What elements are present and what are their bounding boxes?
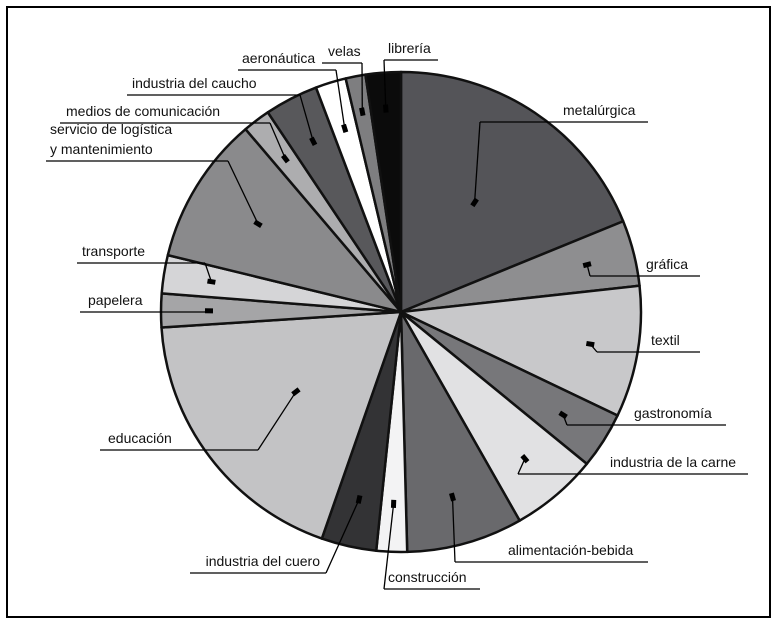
slice-alimentacion-bebida [399, 310, 521, 554]
leader-educacion [257, 391, 297, 451]
leader-medios-de-comunicacion [269, 122, 286, 159]
label-industria-del-cuero: industria del cuero [206, 553, 321, 569]
label-medios-de-comunicacion: medios de comunicación [66, 103, 220, 119]
leader-grafica [586, 264, 591, 277]
leader-industria-del-cuero [325, 499, 360, 574]
leader-libreria [383, 59, 387, 109]
leader-alimentacion-bebida [451, 496, 456, 563]
label-industria-de-la-carne: industria de la carne [610, 454, 736, 470]
leader-gastronomia [562, 414, 568, 426]
label-educacion: educación [108, 430, 172, 446]
slice-educacion [160, 310, 403, 540]
pie-slices [159, 70, 643, 554]
leader-industria-del-caucho [299, 94, 314, 142]
leader-textil [589, 343, 598, 353]
slice-libreria [364, 70, 403, 314]
label-papelera: papelera [88, 292, 143, 308]
label-metalurgica: metalúrgica [563, 102, 636, 118]
label-grafica: gráfica [646, 256, 688, 272]
label-gastronomia: gastronomía [634, 405, 712, 421]
label-construccion: construcción [388, 569, 467, 585]
label-alimentacion-bebida: alimentación-bebida [508, 542, 634, 558]
leader-servicio-de-logistica-y-mantenimiento [227, 160, 259, 225]
label-libreria: librería [388, 40, 431, 56]
label-servicio-de-logistica-y-mantenimiento-line-1: servicio de logística [50, 121, 172, 137]
leader-construccion [383, 503, 395, 590]
leader-lines [46, 59, 748, 590]
leader-aeronautica [335, 69, 346, 129]
leader-transporte [204, 262, 213, 282]
label-textil: textil [651, 332, 680, 348]
label-industria-del-caucho: industria del caucho [132, 75, 257, 91]
slice-servicio-de-logistica-y-mantenimiento [166, 127, 403, 314]
leader-metalurgica [473, 121, 481, 203]
label-velas: velas [328, 43, 361, 59]
leader-papelera [204, 310, 210, 313]
label-transporte: transporte [82, 243, 145, 259]
slice-metalurgica [399, 70, 625, 314]
slice-labels: metalúrgica gráfica textil gastronomía indus… [50, 40, 736, 585]
label-servicio-de-logistica-y-mantenimiento-line-2: y mantenimiento [50, 141, 153, 157]
label-aeronautica: aeronáutica [242, 50, 315, 66]
leader-industria-de-la-carne [517, 458, 526, 475]
